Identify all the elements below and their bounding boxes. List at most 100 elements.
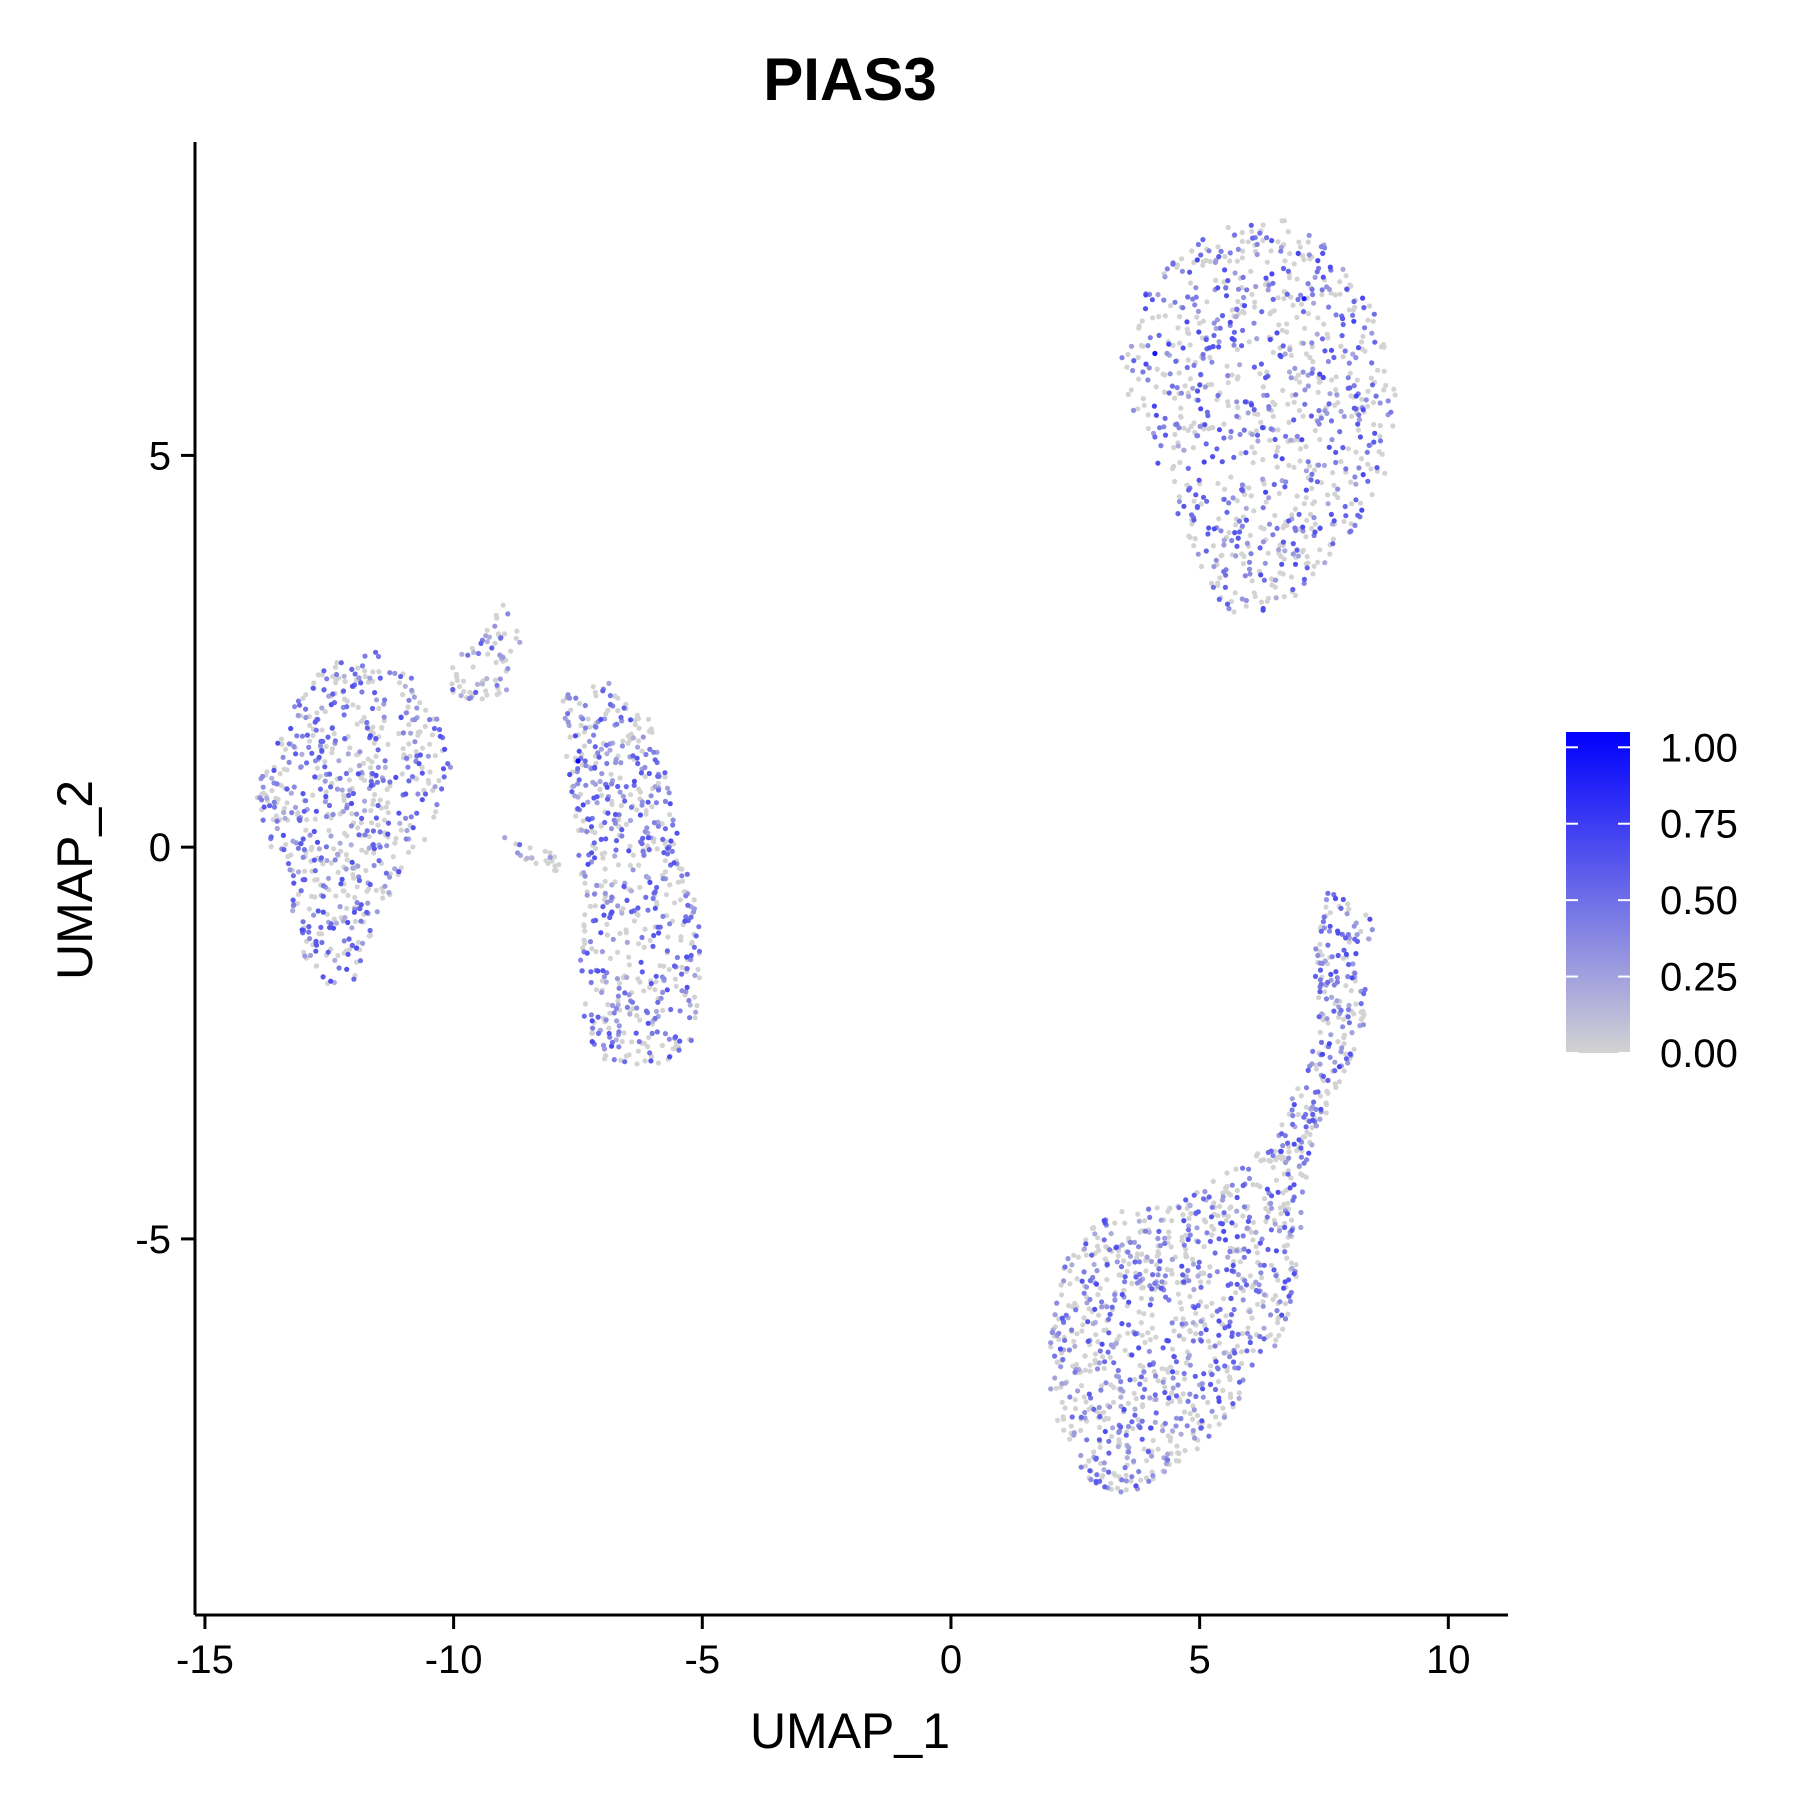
data-point [567, 696, 572, 701]
data-point [1229, 538, 1234, 543]
data-point [1324, 996, 1329, 1001]
y-axis-ticks: -505 [135, 434, 195, 1262]
data-point [514, 636, 519, 641]
data-point [676, 880, 681, 885]
data-point [334, 672, 339, 677]
data-point [1351, 319, 1356, 324]
data-point [1095, 1366, 1100, 1371]
data-point [593, 744, 598, 749]
data-point [327, 772, 332, 777]
data-point [296, 869, 301, 874]
data-point [1130, 368, 1135, 373]
data-point [1138, 1425, 1143, 1430]
data-point [665, 934, 670, 939]
data-point [357, 763, 362, 768]
data-point [627, 1012, 632, 1017]
data-point [1166, 1433, 1171, 1438]
data-point [1168, 303, 1173, 308]
data-point [1162, 1241, 1167, 1246]
data-point [1136, 355, 1141, 360]
data-point [1220, 313, 1225, 318]
data-point [1094, 1472, 1099, 1477]
data-point [650, 944, 655, 949]
data-point [1288, 438, 1293, 443]
data-point [1250, 1362, 1255, 1367]
data-point [671, 860, 676, 865]
data-point [414, 705, 419, 710]
data-point [1252, 450, 1257, 455]
data-point [1079, 1383, 1084, 1388]
data-point [338, 841, 343, 846]
data-point [1266, 495, 1271, 500]
data-point [1235, 376, 1240, 381]
data-point [1289, 1228, 1294, 1233]
data-point [401, 746, 406, 751]
data-point [1170, 1428, 1175, 1433]
data-point [679, 988, 684, 993]
data-point [359, 902, 364, 907]
data-point [1265, 1215, 1270, 1220]
data-point [1329, 377, 1334, 382]
data-point [1340, 267, 1345, 272]
data-point [1302, 387, 1307, 392]
data-point [1198, 406, 1203, 411]
data-point [378, 676, 383, 681]
data-point [300, 791, 305, 796]
data-point [1163, 1273, 1168, 1278]
data-point [1239, 551, 1244, 556]
data-point [600, 968, 605, 973]
data-point [1346, 1014, 1351, 1019]
data-point [338, 904, 343, 909]
data-point [1204, 337, 1209, 342]
data-point [1122, 1407, 1127, 1412]
data-point [1361, 1022, 1366, 1027]
data-point [1216, 1379, 1221, 1384]
data-point [1258, 1241, 1263, 1246]
x-tick-label: 5 [1189, 1638, 1211, 1682]
data-point [1268, 1312, 1273, 1317]
data-point [318, 787, 323, 792]
data-point [1235, 1188, 1240, 1193]
data-point [695, 967, 700, 972]
data-point [656, 824, 661, 829]
data-point [269, 776, 274, 781]
data-point [1166, 1338, 1171, 1343]
data-point [1060, 1400, 1065, 1405]
data-point [1227, 1206, 1232, 1211]
data-point [1119, 1209, 1124, 1214]
data-point [281, 847, 286, 852]
data-point [1250, 432, 1255, 437]
data-point [1141, 1369, 1146, 1374]
data-point [1301, 309, 1306, 314]
data-point [403, 791, 408, 796]
data-point [1171, 1328, 1176, 1333]
data-point [1083, 1241, 1088, 1246]
data-point [672, 900, 677, 905]
data-point [1214, 446, 1219, 451]
data-point [1075, 1276, 1080, 1281]
data-point [336, 870, 341, 875]
data-point [604, 743, 609, 748]
data-point [624, 930, 629, 935]
data-point [1236, 536, 1241, 541]
data-point [1109, 1434, 1114, 1439]
data-point [656, 787, 661, 792]
data-point [617, 1023, 622, 1028]
data-point [398, 674, 403, 679]
data-point [1209, 1372, 1214, 1377]
data-point [299, 888, 304, 893]
data-point [1150, 1326, 1155, 1331]
data-point [304, 760, 309, 765]
data-point [1276, 295, 1281, 300]
data-point [384, 843, 389, 848]
data-point [1370, 927, 1375, 932]
data-point [1170, 384, 1175, 389]
data-point [1383, 383, 1388, 388]
data-point [350, 702, 355, 707]
data-point [1304, 1175, 1309, 1180]
data-point [363, 674, 368, 679]
data-point [1241, 561, 1246, 566]
data-point [685, 985, 690, 990]
data-point [616, 1029, 621, 1034]
data-point [649, 730, 654, 735]
